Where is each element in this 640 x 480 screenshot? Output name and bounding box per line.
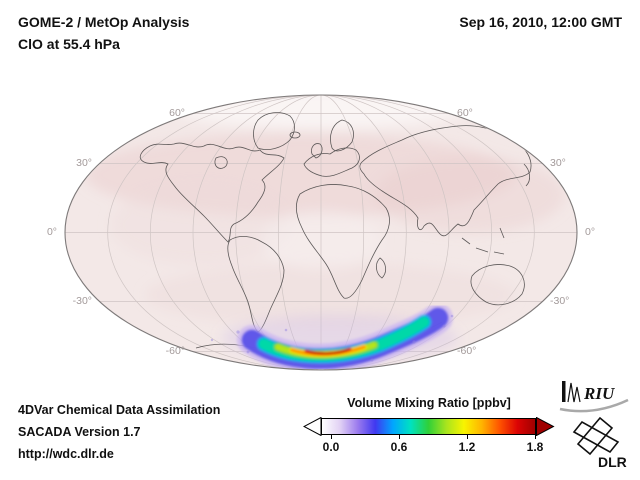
clo-plume-haze xyxy=(222,315,458,361)
colorbar-title: Volume Mixing Ratio [ppbv] xyxy=(347,396,511,410)
indonesia xyxy=(461,227,505,255)
dlr-logo: DLR xyxy=(572,416,627,470)
lat-label-left-60s: -60° xyxy=(165,345,185,357)
background-field-wash xyxy=(85,95,565,327)
continent-europe xyxy=(303,147,360,177)
footer-url: http://wdc.dlr.de xyxy=(18,447,114,461)
footer-version-label: SACADA Version 1.7 xyxy=(18,425,141,439)
colorbar-tick-0: 0.0 xyxy=(322,440,340,454)
map-oval-outline xyxy=(64,94,578,371)
continent-africa xyxy=(296,184,390,299)
riu-logo-text: RIU xyxy=(583,384,615,403)
lat-label-left-60n: 60° xyxy=(169,107,185,119)
dlr-logo-text: DLR xyxy=(598,454,627,470)
scandinavia xyxy=(330,119,354,152)
colorbar-tickmark-2 xyxy=(467,435,468,439)
colorbar-tickmark-0 xyxy=(331,435,332,439)
riu-logo-swoosh xyxy=(559,398,629,413)
continent-asia xyxy=(359,125,532,237)
british-isles xyxy=(311,143,323,159)
colorbar-gradient xyxy=(321,418,536,435)
colorbar-tick-3: 1.8 xyxy=(526,440,544,454)
continents xyxy=(139,112,559,357)
figure-subtitle: ClO at 55.4 hPa xyxy=(18,36,120,52)
riu-logo-bar xyxy=(562,381,566,402)
colorbar-underflow-arrow xyxy=(303,417,322,436)
continent-north-america xyxy=(139,142,285,243)
lat-label-right-eq: 0° xyxy=(585,226,596,238)
riu-cathedral-icon xyxy=(567,382,581,403)
colorbar-tickmark-1 xyxy=(399,435,400,439)
continent-antarctica xyxy=(195,321,443,357)
clo-plume xyxy=(237,303,453,370)
lat-label-right-60n: 60° xyxy=(457,107,473,119)
colorbar-tick-2: 1.2 xyxy=(458,440,476,454)
lat-label-right-30s: -30° xyxy=(550,295,570,307)
map-oval-background xyxy=(65,95,577,370)
madagascar xyxy=(376,257,386,279)
continent-greenland xyxy=(253,112,295,150)
lat-label-right-30n: 30° xyxy=(550,157,566,169)
riu-logo: RIU xyxy=(559,381,629,413)
footer-assimilation-label: 4DVar Chemical Data Assimilation xyxy=(18,403,221,417)
graticule xyxy=(65,94,577,371)
clo-plume-speckles xyxy=(210,314,454,362)
lat-label-left-30s: -30° xyxy=(72,295,92,307)
figure-title: GOME-2 / MetOp Analysis xyxy=(18,14,190,30)
colorbar: Volume Mixing Ratio [ppbv] 0.0 0.6 1.2 1… xyxy=(303,396,559,458)
iceland xyxy=(289,131,301,139)
lat-label-left-30n: 30° xyxy=(76,157,92,169)
japan xyxy=(523,163,530,187)
figure-datetime: Sep 16, 2010, 12:00 GMT xyxy=(459,14,622,30)
dlr-logo-mark xyxy=(572,416,620,456)
lat-label-right-60s: -60° xyxy=(457,345,477,357)
hudson-bay xyxy=(214,156,228,169)
colorbar-tickmark-3 xyxy=(535,435,536,439)
colorbar-overflow-arrow xyxy=(536,417,555,436)
continent-south-america xyxy=(227,236,285,333)
continent-australia xyxy=(470,264,525,306)
lat-label-left-eq: 0° xyxy=(46,226,57,238)
colorbar-tick-1: 0.6 xyxy=(390,440,408,454)
